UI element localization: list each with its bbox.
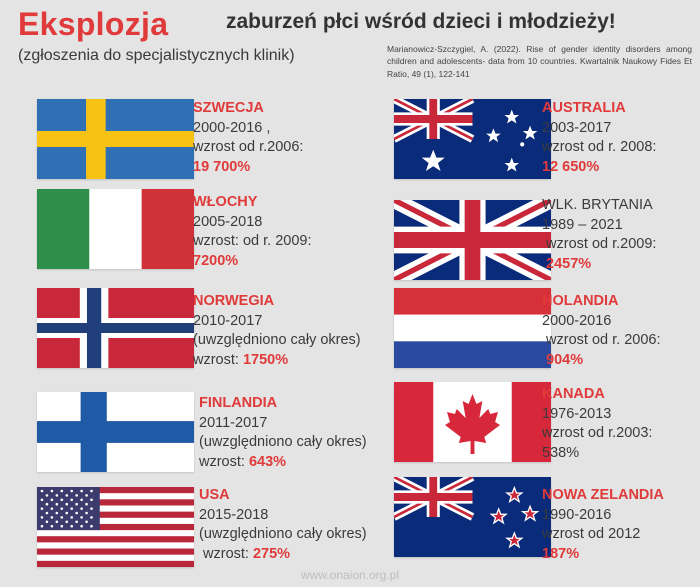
growth-label: wzrost:: [203, 545, 249, 562]
norway-flag-icon: [37, 288, 194, 368]
country-years: 2015-2018: [199, 506, 269, 523]
growth-label: wzrost od r. 2008:: [542, 139, 657, 155]
country-name: USA: [199, 487, 230, 503]
growth-value: 275%: [252, 545, 291, 562]
growth-label: wzrost od r.2006:: [193, 139, 304, 155]
country-new-zealand: NOWA ZELANDIA 1990-2016 wzrost od 2012 1…: [542, 486, 664, 564]
country-years: 2005-2018: [193, 213, 263, 230]
page-subtitle: (zgłoszenia do specjalistycznych klinik): [18, 47, 295, 64]
page-title: Eksplozja: [18, 6, 169, 42]
growth-value: 538%: [542, 444, 580, 461]
country-years: 1989 – 2021: [542, 216, 623, 233]
country-norway: NORWEGIA 2010-2017 (uwzględniono cały ok…: [193, 292, 361, 370]
sweden-flag-icon: [37, 99, 194, 179]
finland-flag-icon: [37, 392, 194, 472]
growth-value: 187%: [542, 545, 580, 562]
usa-flag-icon: [37, 487, 194, 567]
uk-flag-icon: [394, 200, 551, 280]
growth-label: wzrost:: [199, 453, 245, 470]
growth-value: 904%: [546, 351, 584, 368]
country-italy: WŁOCHY 2005-2018 wzrost: od r. 2009: 720…: [193, 193, 311, 271]
growth-label: wzrost od r.2003:: [542, 425, 653, 441]
country-name: NORWEGIA: [193, 293, 275, 309]
country-name: WŁOCHY: [193, 194, 258, 210]
growth-label: wzrost:: [193, 351, 239, 368]
growth-label: wzrost od r. 2006:: [546, 332, 661, 348]
australia-flag-icon: [394, 99, 551, 179]
italy-flag-icon: [37, 189, 194, 269]
watermark: www.onaion.org.pl: [300, 568, 400, 582]
country-years: 2011-2017: [199, 414, 268, 431]
country-name: WLK. BRYTANIA: [542, 197, 653, 213]
page-headline: zaburzeń płci wśród dzieci i młodzieży!: [226, 10, 616, 33]
country-name: AUSTRALIA: [542, 100, 626, 116]
country-note: (uwzględniono cały okres): [199, 526, 367, 542]
canada-flag-icon: [394, 382, 551, 462]
new-zealand-flag-icon: [394, 477, 551, 557]
country-years: 2003-2017: [542, 119, 612, 136]
country-netherlands: HOLANDIA 2000-2016 wzrost od r. 2006: 90…: [542, 292, 660, 370]
growth-value: 12 650%: [542, 158, 600, 175]
country-years: 1990-2016: [542, 506, 612, 523]
country-years: 2000-2016: [542, 312, 612, 329]
growth-value: 1750%: [242, 351, 289, 368]
country-note: (uwzględniono cały okres): [193, 332, 361, 348]
country-years: 2000-2016 ,: [193, 119, 271, 136]
growth-label: wzrost od r.2009:: [546, 236, 657, 252]
citation: Marianowicz-Szczygiel, A. (2022). Rise o…: [387, 44, 692, 79]
growth-value: 643%: [248, 453, 287, 470]
country-name: NOWA ZELANDIA: [542, 487, 664, 503]
country-name: KANADA: [542, 386, 605, 402]
country-australia: AUSTRALIA 2003-2017 wzrost od r. 2008: 1…: [542, 99, 656, 177]
country-name: SZWECJA: [193, 100, 264, 116]
netherlands-flag-icon: [394, 288, 551, 368]
growth-label: wzrost: od r. 2009:: [193, 233, 312, 249]
country-sweden: SZWECJA 2000-2016 , wzrost od r.2006: 19…: [193, 99, 303, 177]
growth-value: 19 700%: [193, 158, 251, 175]
growth-label: wzrost od 2012: [542, 526, 641, 542]
growth-value: 2457%: [546, 255, 592, 272]
country-name: HOLANDIA: [542, 293, 619, 309]
country-note: (uwzględniono cały okres): [199, 434, 367, 450]
country-usa: USA 2015-2018 (uwzględniono cały okres) …: [199, 486, 367, 564]
country-years: 1976-2013: [542, 405, 612, 422]
country-years: 2010-2017: [193, 312, 263, 329]
country-name: FINLANDIA: [199, 395, 278, 411]
country-finland: FINLANDIA 2011-2017 (uwzględniono cały o…: [199, 394, 367, 472]
country-canada: KANADA 1976-2013 wzrost od r.2003: 538%: [542, 385, 652, 463]
country-uk: WLK. BRYTANIA 1989 – 2021 wzrost od r.20…: [542, 196, 656, 274]
growth-value: 7200%: [193, 252, 239, 269]
